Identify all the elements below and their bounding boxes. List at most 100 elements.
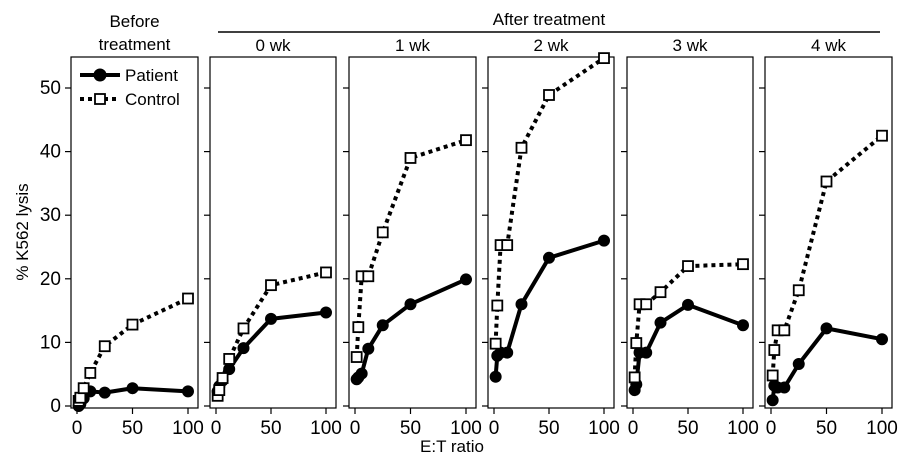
- panel-5: 0 50 100 4 wk: [759, 36, 898, 439]
- x-tick-label: 100: [310, 418, 342, 439]
- x-tick-label: 100: [866, 418, 898, 439]
- x-tick-label: 100: [450, 418, 482, 439]
- x-tick-label: 0: [72, 418, 83, 439]
- patient-point: [182, 385, 194, 398]
- panel-3: 0 50 100 2 wk: [482, 36, 620, 439]
- control-point: [491, 299, 504, 312]
- control-point: [362, 270, 375, 283]
- patient-series-line: [355, 277, 467, 381]
- control-point: [74, 391, 87, 404]
- panel-2: 0 50 100 1 wk: [343, 36, 482, 439]
- y-tick-label: 30: [40, 205, 61, 226]
- x-tick-label: 50: [538, 418, 559, 439]
- patient-point: [598, 234, 610, 247]
- control-point: [640, 298, 653, 311]
- control-point: [820, 175, 833, 188]
- control-series-line: [354, 138, 467, 358]
- legend-patient-label: Patient: [125, 66, 178, 85]
- control-point: [501, 239, 514, 251]
- x-tick-label: 0: [628, 418, 639, 439]
- x-tick-label: 100: [588, 418, 620, 439]
- control-point: [628, 371, 641, 384]
- panel-title-line-1: Before: [109, 12, 159, 31]
- control-point: [376, 226, 389, 239]
- y-tick-label: 0: [50, 396, 61, 417]
- panel-title-line-2: treatment: [99, 35, 171, 54]
- x-tick-label: 0: [489, 418, 500, 439]
- patient-point: [489, 370, 502, 383]
- x-axis-title: E:T ratio: [420, 437, 484, 456]
- panel-title: 2 wk: [534, 36, 569, 55]
- patient-point: [778, 381, 791, 394]
- panel-title: 3 wk: [673, 36, 708, 55]
- control-point: [737, 258, 749, 271]
- control-point: [216, 372, 229, 384]
- control-point: [404, 152, 417, 164]
- patient-point: [362, 342, 375, 355]
- control-point: [489, 337, 502, 350]
- control-point: [237, 322, 250, 335]
- patient-point: [682, 298, 694, 311]
- y-tick-label: 40: [40, 142, 61, 163]
- panel-frame: [764, 56, 893, 409]
- patient-point: [737, 319, 749, 332]
- control-point: [682, 260, 694, 272]
- x-tick-label: 50: [677, 418, 698, 439]
- control-point: [598, 52, 610, 65]
- control-series-line: [770, 134, 884, 376]
- legend: Patient Control: [80, 66, 180, 109]
- control-point: [98, 340, 111, 353]
- control-point: [778, 324, 791, 337]
- x-tick-label: 0: [211, 418, 222, 439]
- control-point: [768, 344, 781, 356]
- panel-frame: [626, 56, 754, 409]
- control-point: [352, 321, 365, 334]
- control-series-line: [493, 56, 606, 344]
- y-axis-title: % K562 lysis: [13, 183, 32, 280]
- control-point: [766, 369, 779, 382]
- y-tick-label: 20: [40, 269, 61, 290]
- patient-point: [98, 386, 111, 399]
- patient-point: [766, 394, 779, 407]
- control-point: [77, 382, 90, 395]
- patient-point: [501, 346, 514, 359]
- panel-4: 0 50 100 3 wk: [621, 36, 759, 439]
- patient-point: [792, 358, 805, 371]
- control-point: [84, 367, 97, 379]
- control-point: [223, 353, 236, 365]
- panel-0: 0 10 20 30 40 50 0 50 100 Before treatment: [40, 12, 204, 439]
- control-point: [460, 134, 472, 147]
- x-tick-label: 100: [172, 418, 204, 439]
- control-point: [320, 266, 332, 279]
- control-point: [126, 318, 139, 331]
- patient-point: [543, 251, 555, 264]
- panel-1: 0 50 100 0 wk: [204, 36, 342, 439]
- panel-frame: [70, 56, 199, 409]
- control-point: [182, 292, 194, 305]
- x-tick-label: 100: [727, 418, 759, 439]
- x-tick-label: 50: [122, 418, 143, 439]
- patient-point: [126, 382, 139, 395]
- control-point: [543, 89, 555, 101]
- y-tick-label: 50: [40, 78, 61, 99]
- x-tick-label: 0: [350, 418, 361, 439]
- patient-point: [265, 312, 277, 325]
- panel-frame: [209, 56, 337, 409]
- y-tick-label: 10: [40, 332, 61, 353]
- patient-point: [320, 306, 332, 319]
- x-tick-label: 0: [766, 418, 777, 439]
- patient-point: [515, 298, 528, 311]
- labels-layer: After treatment % K562 lysis E:T ratio: [13, 10, 880, 456]
- control-point: [515, 141, 528, 154]
- panel-frame: [348, 56, 477, 409]
- panel-title: 1 wk: [395, 36, 430, 55]
- group-title: After treatment: [493, 10, 606, 29]
- x-tick-label: 50: [816, 418, 837, 439]
- legend-control-marker: [94, 93, 106, 105]
- x-tick-label: 50: [260, 418, 281, 439]
- control-point: [654, 286, 667, 299]
- panel-frame: [487, 56, 615, 409]
- control-point: [630, 337, 643, 349]
- patient-point: [404, 298, 417, 311]
